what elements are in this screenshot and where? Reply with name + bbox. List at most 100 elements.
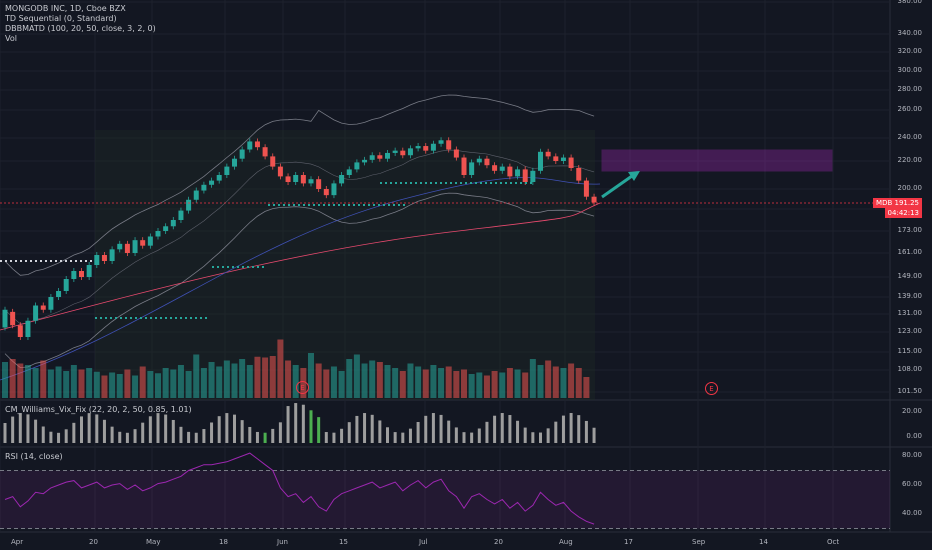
time-tick-label: 17	[624, 538, 633, 546]
candle	[262, 147, 268, 157]
earnings-marker-past[interactable]: E	[296, 381, 309, 394]
vix-fix-title[interactable]: CM_Williams_Vix_Fix (22, 20, 2, 50, 0.85…	[5, 405, 192, 414]
volume-bar	[422, 369, 429, 398]
vix-fix-bar	[57, 432, 61, 443]
candle	[239, 149, 245, 159]
volume-bar	[399, 371, 406, 398]
volume-bar	[285, 360, 292, 398]
volume-bar	[9, 359, 16, 398]
vix-fix-bar	[332, 432, 336, 443]
vix-fix-bar	[317, 417, 321, 443]
candle	[117, 243, 123, 250]
vix-fix-bar	[110, 426, 114, 443]
vix-fix-bar	[301, 404, 305, 443]
candle	[186, 199, 192, 211]
vix-fix-bar	[401, 432, 405, 443]
candle	[553, 156, 559, 161]
vix-fix-bar	[539, 432, 542, 443]
candle	[446, 140, 452, 150]
rsi-band	[0, 470, 890, 529]
symbol-title[interactable]: MONGODB INC, 1D, Cboe BZX	[5, 4, 126, 13]
candle	[430, 143, 436, 151]
volume-bar	[407, 363, 414, 398]
vix-fix-bar	[171, 419, 175, 443]
volume-bar	[376, 362, 383, 398]
rsi-title[interactable]: RSI (14, close)	[5, 452, 63, 461]
candle	[339, 175, 345, 184]
vix-fix-bar	[309, 410, 313, 443]
td-sequential-label[interactable]: TD Sequential (0, Standard)	[5, 14, 117, 23]
vix-fix-bar	[508, 415, 512, 443]
price-pane	[0, 0, 890, 400]
price-tick-label: 173.00	[897, 226, 923, 234]
candle	[507, 166, 513, 177]
vix-fix-bar	[416, 421, 420, 443]
candle	[522, 169, 528, 182]
vix-fix-bar	[49, 431, 53, 443]
vix-fix-bar	[386, 427, 389, 443]
candle	[354, 162, 360, 170]
earnings-marker-upcoming[interactable]: E	[705, 382, 718, 395]
vix-fix-bar	[561, 415, 565, 443]
bollinger-upper	[4, 94, 595, 276]
vix-tick-label: 0.00	[906, 432, 922, 440]
volume-bar	[353, 354, 360, 398]
vix-fix-bar	[439, 414, 443, 443]
volume-bar	[155, 373, 161, 398]
volume-bar	[40, 360, 47, 398]
candle	[362, 159, 368, 163]
vix-fix-bar	[470, 432, 474, 443]
candle	[170, 220, 176, 227]
volume-bar	[506, 368, 513, 398]
vix-fix-bar	[225, 413, 229, 443]
candle	[293, 175, 299, 182]
candle	[247, 141, 253, 150]
volume-bar	[63, 371, 70, 398]
vix-fix-bar	[340, 428, 344, 443]
price-tick-label: 200.00	[897, 184, 923, 192]
vix-fix-bar	[523, 427, 527, 443]
volume-bar	[70, 365, 77, 398]
candle	[476, 158, 482, 163]
volume-label[interactable]: Vol	[5, 34, 17, 43]
candle	[407, 148, 413, 156]
price-tick-label: 161.00	[897, 248, 923, 256]
volume-bar	[109, 372, 116, 398]
vix-fix-bar	[286, 406, 290, 443]
candle	[63, 279, 69, 291]
vix-fix-bar	[546, 428, 550, 443]
time-tick-label: Jul	[419, 538, 428, 546]
volume-bar	[468, 374, 475, 398]
vix-fix-bar	[187, 431, 191, 443]
time-tick-label: 18	[219, 538, 228, 546]
candle	[530, 170, 536, 182]
volume-bar	[392, 368, 399, 398]
dbbmatd-label[interactable]: DBBMATD (100, 20, 50, close, 3, 2, 0)	[5, 24, 156, 33]
vix-fix-bar	[363, 413, 367, 443]
vix-fix-bar	[462, 432, 466, 443]
vix-fix-bar	[248, 426, 252, 443]
vix-fix-bar	[118, 431, 122, 443]
vix-fix-bar	[233, 414, 236, 443]
candle	[79, 271, 84, 277]
vix-fix-bar	[370, 414, 374, 443]
candle	[10, 311, 16, 326]
vix-fix-bar	[11, 416, 15, 443]
price-tick-label: 320.00	[897, 47, 923, 55]
volume-bar	[384, 365, 391, 398]
vix-fix-bar	[324, 432, 328, 443]
vix-fix-bar	[156, 413, 160, 443]
projection-arrow-head	[628, 171, 640, 181]
vix-fix-bar	[95, 414, 99, 443]
vix-fix-bar	[278, 422, 282, 443]
vix-fix-bar	[179, 426, 183, 443]
time-tick-label: Jun	[277, 538, 288, 546]
vix-fix-bar	[355, 415, 359, 443]
candle	[101, 255, 107, 261]
candle	[94, 255, 100, 265]
candle	[140, 240, 146, 246]
candle	[86, 265, 92, 277]
candle	[277, 166, 283, 177]
price-tick-label: 123.00	[897, 327, 923, 335]
